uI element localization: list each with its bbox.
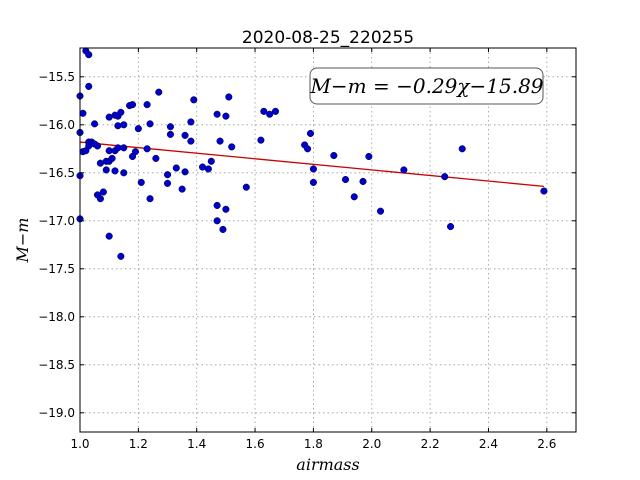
fit-line bbox=[79, 141, 544, 187]
y-tick-label: −18.0 bbox=[38, 310, 75, 324]
y-tick-label: −16.0 bbox=[38, 118, 75, 132]
data-point bbox=[181, 168, 189, 176]
x-tick-label: 2.6 bbox=[537, 437, 556, 451]
data-point bbox=[446, 223, 455, 231]
x-tick-label: 2.4 bbox=[479, 437, 498, 451]
data-point bbox=[204, 165, 212, 173]
data-point bbox=[166, 130, 174, 138]
data-point bbox=[134, 125, 142, 133]
y-tick-label: −16.5 bbox=[38, 166, 75, 180]
y-tick-label: −17.5 bbox=[38, 262, 75, 276]
y-tick-label: −15.5 bbox=[38, 70, 75, 84]
y-tick-label: −18.5 bbox=[38, 358, 75, 372]
data-point bbox=[213, 201, 221, 209]
x-axis-label: airmass bbox=[296, 455, 359, 474]
data-point bbox=[304, 145, 312, 153]
x-tick-label: 1.2 bbox=[129, 437, 148, 451]
data-point bbox=[120, 121, 128, 129]
data-point bbox=[359, 177, 367, 185]
chart-title: 2020-08-25_220255 bbox=[242, 28, 414, 48]
data-point bbox=[108, 154, 116, 162]
data-point bbox=[96, 195, 104, 203]
x-tick-label: 1.8 bbox=[304, 437, 323, 451]
data-point bbox=[137, 178, 145, 186]
data-point bbox=[260, 107, 268, 115]
data-point bbox=[228, 143, 236, 151]
fit-equation-box: M−m = −0.29χ−15.89 bbox=[309, 67, 544, 105]
data-point bbox=[306, 129, 315, 137]
data-point bbox=[120, 169, 128, 177]
y-axis-ticks: −15.5 −16.0 −16.5 −17.0 −17.5 −18.0 −18.5 −19.0 bbox=[38, 70, 576, 420]
data-point bbox=[114, 122, 122, 130]
data-point bbox=[146, 120, 154, 128]
data-point bbox=[187, 137, 195, 145]
data-point bbox=[187, 118, 195, 126]
data-point bbox=[102, 166, 110, 174]
data-points bbox=[76, 47, 548, 260]
data-point bbox=[365, 152, 373, 161]
data-point bbox=[219, 225, 227, 233]
data-point bbox=[120, 144, 128, 152]
data-point bbox=[190, 96, 198, 104]
data-point bbox=[143, 145, 151, 153]
data-point bbox=[85, 82, 93, 90]
data-point bbox=[131, 148, 139, 156]
data-point bbox=[166, 123, 174, 131]
x-tick-label: 1.0 bbox=[70, 437, 89, 451]
plot-area bbox=[80, 48, 576, 432]
x-tick-label: 2.0 bbox=[362, 437, 381, 451]
data-point bbox=[207, 157, 215, 165]
y-axis-label: M−m bbox=[13, 218, 32, 264]
plot-frame bbox=[79, 47, 577, 433]
data-point bbox=[163, 171, 172, 179]
data-point bbox=[350, 193, 358, 201]
data-point bbox=[117, 108, 125, 116]
data-point bbox=[85, 51, 93, 59]
data-point bbox=[105, 232, 113, 240]
data-point bbox=[181, 131, 189, 139]
x-tick-label: 1.6 bbox=[246, 437, 265, 451]
data-point bbox=[458, 145, 466, 153]
data-point bbox=[257, 136, 265, 144]
data-point bbox=[271, 107, 280, 115]
data-point bbox=[143, 101, 151, 109]
data-point bbox=[91, 120, 99, 128]
data-point bbox=[93, 142, 102, 150]
x-axis-ticks: 1.0 1.2 1.4 1.6 1.8 2.0 2.2 2.4 2.6 bbox=[70, 48, 556, 451]
data-point bbox=[540, 187, 548, 195]
data-point bbox=[341, 175, 350, 184]
data-point bbox=[441, 173, 449, 181]
equation-box-frame bbox=[309, 67, 544, 105]
data-point bbox=[400, 166, 408, 174]
data-point bbox=[266, 110, 274, 118]
data-point bbox=[172, 164, 180, 172]
data-point bbox=[225, 93, 233, 101]
data-point bbox=[79, 109, 87, 117]
data-point bbox=[128, 101, 137, 109]
data-point bbox=[222, 205, 230, 213]
data-point bbox=[222, 112, 230, 120]
data-point bbox=[152, 154, 160, 162]
x-tick-label: 1.4 bbox=[187, 437, 206, 451]
data-point bbox=[146, 195, 154, 203]
fit-equation: M−m = −0.29χ−15.89 bbox=[309, 74, 543, 98]
data-point bbox=[330, 151, 338, 160]
data-point bbox=[163, 179, 172, 187]
data-point bbox=[216, 137, 224, 145]
data-point bbox=[178, 185, 186, 193]
data-point bbox=[117, 252, 125, 260]
x-tick-label: 2.2 bbox=[421, 437, 440, 451]
data-point bbox=[155, 88, 163, 96]
data-point bbox=[309, 165, 317, 173]
data-point bbox=[213, 110, 221, 118]
data-point bbox=[309, 178, 317, 186]
data-point bbox=[242, 183, 250, 191]
data-point bbox=[376, 207, 385, 215]
data-point bbox=[99, 188, 107, 196]
y-tick-label: −17.0 bbox=[38, 214, 75, 228]
data-point bbox=[111, 167, 119, 175]
data-point bbox=[213, 217, 221, 225]
y-tick-label: −19.0 bbox=[38, 406, 75, 420]
